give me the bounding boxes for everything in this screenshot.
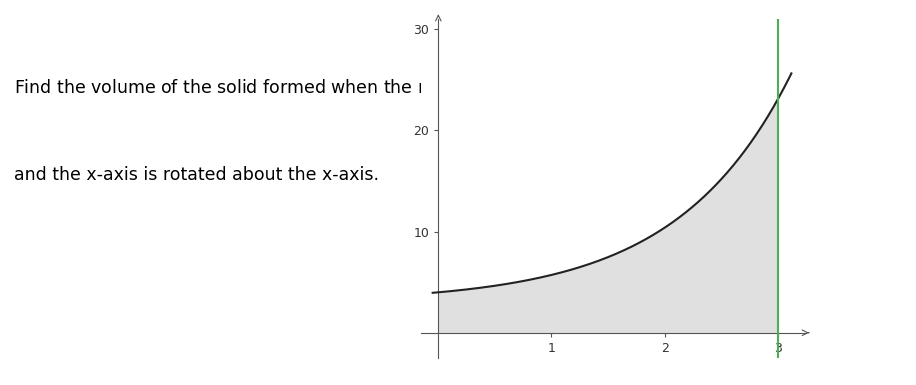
Text: and the x-axis is rotated about the x-axis.: and the x-axis is rotated about the x-ax… [14, 166, 378, 184]
Text: Find the volume of the solid formed when the region bound by $y = e^x + 3,\ x = : Find the volume of the solid formed when… [14, 77, 763, 99]
